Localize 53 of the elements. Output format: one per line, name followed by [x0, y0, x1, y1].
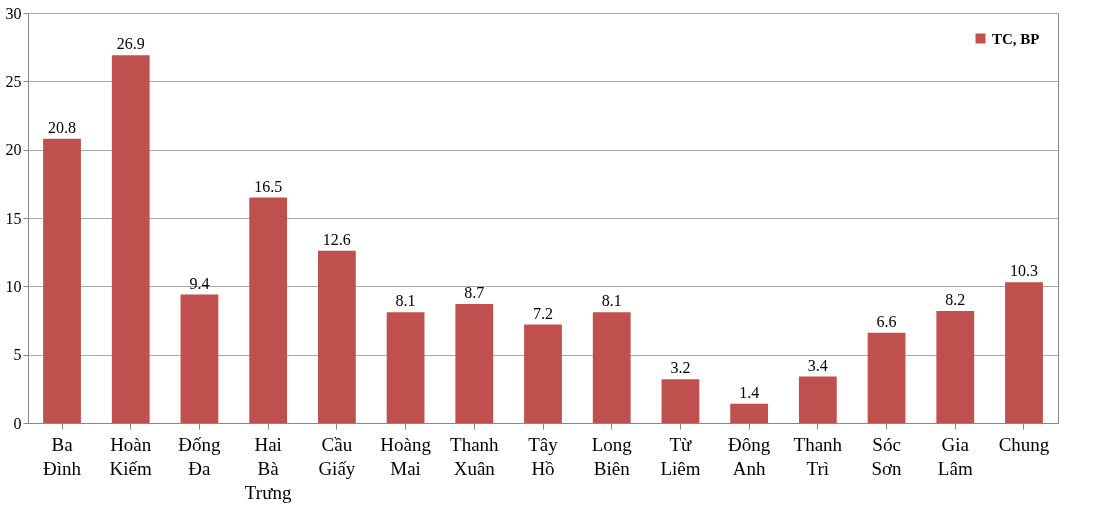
x-tick-label: Thanh Trì: [793, 433, 843, 479]
x-tick-label: Đông Anh: [728, 433, 771, 479]
x-tick-label: Đống Đa: [178, 433, 222, 479]
bar: [867, 332, 906, 423]
bar: [798, 376, 837, 423]
bar: [661, 379, 700, 423]
y-tick-label: 15: [5, 209, 22, 227]
bar: [317, 250, 356, 423]
data-label: 7.2: [533, 304, 553, 322]
data-label: 3.4: [807, 356, 828, 374]
x-tick-label: Tây Hồ: [528, 433, 559, 479]
bar: [180, 294, 219, 423]
y-tick-label: 5: [13, 346, 22, 364]
bar: [386, 312, 425, 423]
x-tick-label: Chung: [998, 433, 1050, 455]
bar: [524, 324, 562, 423]
data-label: 1.4: [739, 383, 760, 401]
x-tick-label: Từ Liêm: [660, 433, 701, 479]
data-label: 8.7: [464, 284, 485, 302]
bar: [455, 304, 494, 423]
data-label: 3.2: [670, 359, 691, 377]
x-tick-label: Hoàn Kiếm: [109, 433, 153, 479]
bar: [592, 312, 631, 423]
y-tick-label: 10: [5, 277, 22, 295]
x-tick-label: Cầu Giấy: [318, 433, 356, 479]
x-tick-label: Hoàng Mai: [380, 433, 432, 479]
bar: [730, 403, 769, 423]
y-tick-label: 25: [5, 72, 22, 90]
data-label: 16.5: [254, 177, 283, 195]
bar: [1005, 282, 1043, 423]
y-tick-label: 30: [5, 4, 22, 22]
data-label: 8.2: [945, 290, 966, 308]
data-label: 8.1: [395, 292, 416, 310]
y-tick-label: 20: [5, 141, 22, 159]
data-label: 9.4: [189, 274, 210, 292]
x-tick-label: Sóc Sơn: [871, 433, 903, 479]
data-label: 8.1: [601, 292, 622, 310]
y-tick-label: 0: [13, 414, 22, 432]
bar: [43, 138, 81, 423]
bar: [111, 55, 150, 423]
x-tick-label: Ba Đình: [43, 433, 82, 479]
x-tick-label: Hai Bà Trưng: [244, 433, 292, 503]
bar: [936, 310, 975, 423]
data-label: 10.3: [1009, 262, 1038, 280]
legend-label: TC, BP: [992, 30, 1040, 47]
data-label: 6.6: [876, 312, 897, 330]
data-label: 20.8: [48, 118, 77, 136]
x-tick-label: Long Biên: [591, 433, 633, 479]
data-label: 12.6: [322, 230, 351, 248]
bar: [249, 197, 288, 423]
x-tick-label: Thanh Xuân: [450, 433, 500, 479]
data-label: 26.9: [116, 35, 145, 53]
x-tick-label: Gia Lâm: [937, 433, 973, 479]
